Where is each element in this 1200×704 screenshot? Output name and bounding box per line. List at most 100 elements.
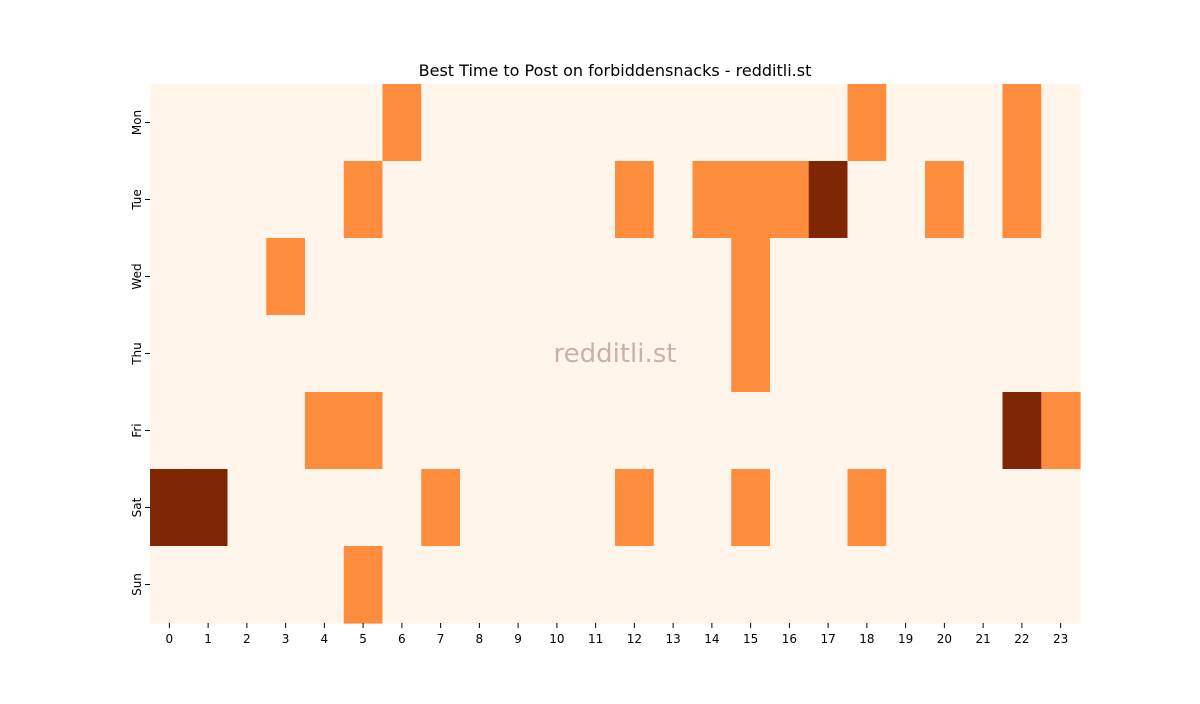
heatmap-cell: [227, 315, 267, 393]
heatmap-cell: [421, 392, 461, 470]
heatmap-cell: [150, 161, 190, 239]
heatmap-cell: [886, 161, 926, 239]
heatmap-cell: [886, 84, 926, 162]
heatmap-cell: [576, 392, 616, 470]
heatmap-cell: [188, 315, 229, 393]
heatmap-cell: [227, 84, 267, 162]
heatmap-cell: [770, 84, 810, 162]
x-tick-label: 5: [359, 632, 367, 646]
heatmap-cell: [421, 469, 461, 547]
heatmap-cell: [731, 315, 771, 393]
x-tick-label: 10: [549, 632, 564, 646]
heatmap-cell: [1041, 392, 1081, 470]
heatmap-cell: [421, 315, 461, 393]
y-axis: Mon Tue Wed Thu Fri Sat Sun: [130, 110, 150, 596]
heatmap-cell: [847, 469, 887, 547]
heatmap-cell: [653, 546, 694, 624]
heatmap-cell: [537, 546, 577, 624]
heatmap-cell: [808, 315, 849, 393]
heatmap-cell: [343, 84, 384, 162]
heatmap-cell: [266, 392, 306, 470]
heatmap-cell: [925, 238, 965, 316]
heatmap-cell: [886, 315, 926, 393]
heatmap-cell: [1041, 546, 1081, 624]
x-tick-label: 3: [282, 632, 290, 646]
heatmap-cell: [615, 315, 655, 393]
heatmap-cell: [731, 546, 771, 624]
heatmap-cell: [266, 84, 306, 162]
heatmap-cell: [421, 161, 461, 239]
heatmap-cell: [692, 469, 732, 547]
heatmap-cell: [925, 546, 965, 624]
heatmap-cell: [537, 315, 577, 393]
heatmap-cell: [421, 546, 461, 624]
x-tick-label: 18: [859, 632, 874, 646]
heatmap-cell: [343, 238, 384, 316]
heatmap-cell: [615, 392, 655, 470]
heatmap-cell: [615, 469, 655, 547]
heatmap-cell: [1041, 161, 1081, 239]
x-tick-label: 16: [782, 632, 797, 646]
x-tick-label: 9: [514, 632, 522, 646]
x-tick-label: 12: [627, 632, 642, 646]
chart-title: Best Time to Post on forbiddensnacks - r…: [419, 61, 812, 80]
heatmap-cell: [576, 546, 616, 624]
heatmap-cell: [498, 238, 539, 316]
heatmap-cell: [305, 546, 345, 624]
heatmap-cell: [1002, 315, 1042, 393]
y-tick-label: Fri: [130, 423, 144, 437]
heatmap-cell: [770, 238, 810, 316]
heatmap-cell: [460, 546, 500, 624]
heatmap-cell: [1041, 469, 1081, 547]
x-tick-label: 11: [588, 632, 603, 646]
heatmap-cell: [576, 469, 616, 547]
heatmap-cell: [305, 84, 345, 162]
heatmap-cell: [150, 84, 190, 162]
heatmap-cell: [305, 469, 345, 547]
heatmap-cell: [847, 315, 887, 393]
heatmap-cell: [1041, 315, 1081, 393]
heatmap-cell: [150, 315, 190, 393]
heatmap-cell: [963, 392, 1004, 470]
heatmap-cell: [886, 546, 926, 624]
x-tick-label: 13: [665, 632, 680, 646]
heatmap-cell: [692, 84, 732, 162]
x-tick-label: 23: [1053, 632, 1068, 646]
heatmap-cell: [460, 161, 500, 239]
heatmap-cell: [963, 238, 1004, 316]
heatmap-cell: [498, 546, 539, 624]
heatmap-cell: [343, 469, 384, 547]
x-tick-label: 21: [975, 632, 990, 646]
x-axis: 0 1 2 3 4 5 6 7 8 9 10 11 12 13 14 15 16 17 18 19 20 21 22 23: [166, 623, 1068, 646]
heatmap-cell: [1041, 238, 1081, 316]
heatmap-cell: [770, 469, 810, 547]
heatmap-cell: [227, 546, 267, 624]
heatmap-cell: [808, 469, 849, 547]
x-tick-label: 7: [437, 632, 445, 646]
heatmap-cell: [460, 315, 500, 393]
heatmap-cell: [188, 84, 229, 162]
heatmap-cell: [576, 84, 616, 162]
heatmap-cell: [963, 315, 1004, 393]
heatmap-cell: [382, 469, 422, 547]
heatmap-cell: [808, 238, 849, 316]
heatmap-cell: [150, 238, 190, 316]
y-tick-label: Tue: [130, 189, 144, 211]
heatmap-cell: [653, 469, 694, 547]
heatmap-cell: [498, 392, 539, 470]
heatmap-cell: [847, 84, 887, 162]
heatmap-cell: [227, 238, 267, 316]
x-tick-label: 17: [820, 632, 835, 646]
x-tick-label: 20: [937, 632, 952, 646]
heatmap-cell: [382, 315, 422, 393]
heatmap-cell: [692, 238, 732, 316]
heatmap-cell: [1002, 392, 1042, 470]
heatmap-cell: [305, 238, 345, 316]
x-tick-label: 4: [321, 632, 329, 646]
heatmap-cell: [421, 84, 461, 162]
heatmap-cell: [266, 469, 306, 547]
heatmap-cell: [576, 315, 616, 393]
heatmap-cell: [343, 546, 384, 624]
y-tick-label: Sun: [130, 573, 144, 596]
